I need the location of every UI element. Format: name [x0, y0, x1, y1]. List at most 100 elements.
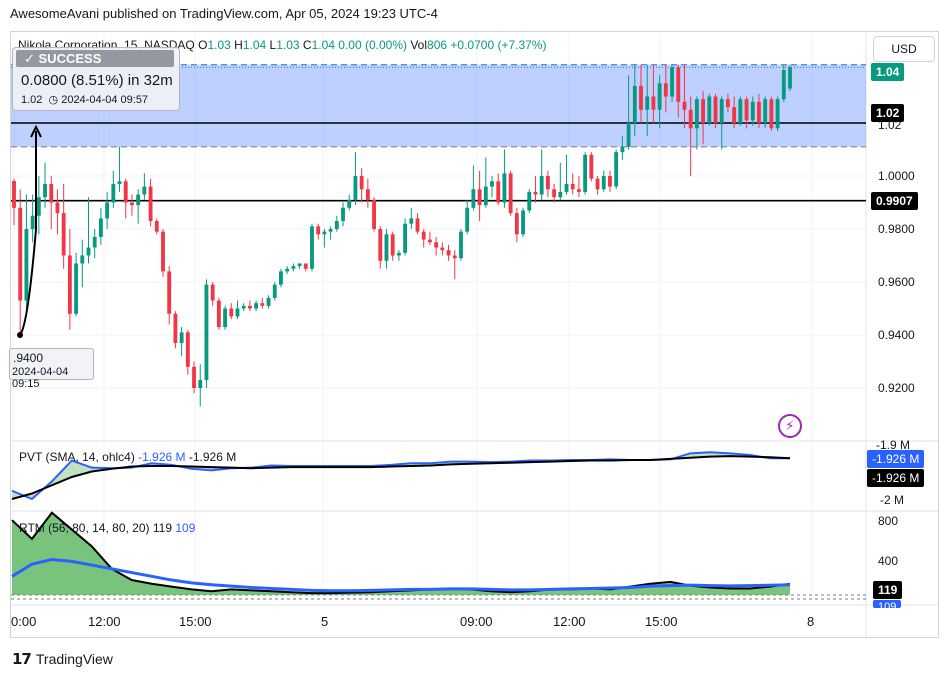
candle-body [651, 96, 656, 110]
candle-body [459, 231, 463, 259]
change-value: 0.00 (0.00%) [338, 38, 407, 52]
candle-body [403, 223, 408, 253]
candle-body [552, 189, 557, 198]
currency-button[interactable]: USD [873, 36, 935, 62]
vol-change: +0.0700 (+7.37%) [450, 38, 547, 52]
candle-body [514, 213, 519, 235]
rtm-badge-under: 109 [873, 600, 902, 608]
price-range-arrow [17, 124, 42, 338]
candle-body [167, 271, 172, 314]
candle-body [161, 231, 165, 272]
candle-body [676, 67, 681, 102]
vol-value: 806 [427, 38, 448, 52]
chart-frame[interactable] [10, 31, 939, 638]
range-end-info: 1.02 ◷ 2024-04-04 09:57 [21, 94, 149, 106]
pvt-legend[interactable]: PVT (SMA, 14, ohlc4) -1.926 M -1.926 M [19, 450, 236, 464]
grid [11, 32, 938, 637]
candle-body [533, 191, 538, 195]
candle-body [192, 366, 196, 388]
candle-body [297, 263, 302, 267]
candle-body [173, 313, 178, 343]
candle-body [372, 199, 376, 229]
candle-body [570, 183, 575, 190]
candle-body [198, 380, 203, 388]
ohlc-l-key: L [269, 38, 277, 52]
candle-body [154, 221, 159, 232]
candle-body [291, 266, 296, 269]
rtm-pane [11, 511, 866, 600]
candle-body [738, 99, 743, 123]
candle-body [105, 202, 110, 219]
candle-body [390, 234, 395, 256]
lightning-icon[interactable]: ⚡ [778, 414, 802, 438]
tradingview-logo-icon: 𝟭𝟳 [12, 651, 32, 668]
ohlc-o-value: 1.03 [207, 38, 231, 52]
time-tick: 15:00 [179, 614, 212, 629]
candle-body [148, 186, 153, 222]
ohlc-c-value: 1.04 [311, 38, 335, 52]
time-tick: 5 [321, 614, 329, 629]
candle-body [508, 173, 513, 214]
candle-body [67, 255, 72, 314]
candle-body [98, 218, 103, 237]
candle-body [229, 308, 234, 317]
candle-body [241, 305, 246, 309]
rtm-fill [12, 512, 790, 595]
pvt-fill [71, 460, 92, 477]
candle-body [595, 178, 600, 190]
candle-body [539, 176, 544, 195]
time-tick: 0:00 [11, 614, 37, 629]
rtm-title: RTM (56, 80, 14, 80, 20) [19, 521, 150, 535]
range-change-text: 0.0800 (8.51%) in 32m [21, 72, 173, 89]
range-start-point [17, 332, 23, 338]
candle-body [632, 85, 637, 123]
pvt-badge-blue: -1.926 M [867, 450, 925, 468]
target-line-badge: 1.02 [871, 104, 905, 122]
time-tick: 12:00 [553, 614, 586, 629]
candle-body [719, 99, 724, 123]
price-tick: 0.9600 [878, 275, 915, 289]
candle-body [670, 67, 674, 97]
candle-body [409, 218, 414, 224]
candle-body [247, 305, 252, 309]
candle-body [713, 96, 718, 123]
candle-body [781, 70, 786, 100]
candle-body [310, 226, 314, 269]
candle-body [316, 226, 321, 235]
ohlc-h-value: 1.04 [242, 38, 267, 52]
candle-body [614, 152, 619, 187]
tradingview-logo[interactable]: 𝟭𝟳 TradingView [12, 650, 113, 668]
candle-body [80, 255, 85, 264]
candle-body [589, 154, 594, 179]
candle-body [421, 231, 426, 240]
candle-body [43, 183, 47, 198]
candle-body [396, 252, 401, 256]
rtm-tick: 800 [878, 514, 899, 528]
range-start-price: .9400 [13, 351, 44, 365]
success-label: ✓ SUCCESS [16, 50, 174, 67]
candle-body [657, 83, 662, 110]
candle-body [645, 96, 650, 110]
candle-body [130, 202, 134, 206]
candle-body [707, 96, 712, 123]
candle-body [663, 83, 668, 97]
pvt-badge-black: -1.926 M [867, 469, 925, 487]
range-arrow-line [19, 131, 37, 336]
candle-body [260, 303, 265, 306]
candle-body [347, 199, 352, 208]
candle-body [446, 250, 451, 256]
time-tick: 15:00 [645, 614, 678, 629]
rtm-legend[interactable]: RTM (56, 80, 14, 80, 20) 119 109 [19, 521, 195, 535]
range-start-label: .9400 2024-04-04 09:15 [9, 348, 94, 390]
candle-body [626, 123, 631, 147]
candle-body [694, 99, 699, 129]
candle-body [266, 297, 271, 306]
time-tick: 09:00 [460, 614, 493, 629]
candle-body [18, 207, 23, 301]
candle-body [465, 207, 470, 232]
pvt-tick: -2 M [880, 493, 904, 507]
candle-body [210, 284, 215, 301]
range-end-price: 1.02 [21, 94, 43, 106]
candle-body [204, 284, 209, 381]
candle-body [55, 202, 60, 214]
